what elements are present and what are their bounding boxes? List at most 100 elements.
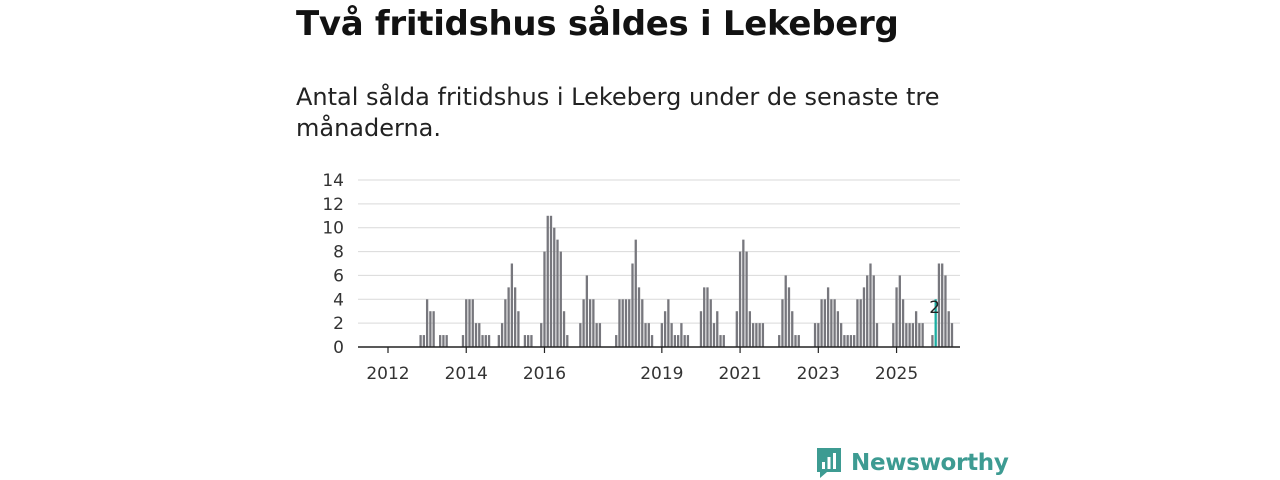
bar <box>586 275 588 347</box>
y-tick-label: 0 <box>333 338 344 358</box>
x-axis-ticks: 2012 2014 2016 2019 2021 2023 2025 <box>366 347 918 384</box>
bar <box>912 323 914 347</box>
bar <box>478 323 480 347</box>
bar <box>902 299 904 347</box>
bar <box>814 323 816 347</box>
bar <box>755 323 757 347</box>
bar <box>651 335 653 347</box>
bar <box>833 299 835 347</box>
bar <box>638 287 640 347</box>
bar <box>948 311 950 347</box>
bar <box>426 299 428 347</box>
bar <box>850 335 852 347</box>
bar <box>507 287 509 347</box>
bar <box>599 323 601 347</box>
bar <box>579 323 581 347</box>
x-tick-label: 2014 <box>445 364 488 384</box>
bar <box>758 323 760 347</box>
bar <box>644 323 646 347</box>
bars <box>419 216 953 347</box>
bar <box>856 299 858 347</box>
bar <box>556 240 558 347</box>
bar <box>853 335 855 347</box>
x-tick-label: 2016 <box>523 364 566 384</box>
bar <box>481 335 483 347</box>
bar <box>745 252 747 347</box>
bar <box>547 216 549 347</box>
bar <box>550 216 552 347</box>
newsworthy-logo: Newsworthy <box>815 446 1009 480</box>
newsworthy-logo-icon <box>815 446 843 480</box>
bar <box>788 287 790 347</box>
bar <box>908 323 910 347</box>
bar <box>791 311 793 347</box>
y-tick-label: 2 <box>333 314 344 334</box>
bar <box>827 287 829 347</box>
bar <box>723 335 725 347</box>
y-tick-label: 6 <box>333 266 344 286</box>
y-tick-label: 12 <box>322 195 344 215</box>
bar <box>860 299 862 347</box>
bar <box>635 240 637 347</box>
x-tick-label: 2023 <box>797 364 840 384</box>
bar <box>446 335 448 347</box>
bar <box>641 299 643 347</box>
bar <box>504 299 506 347</box>
bar <box>670 323 672 347</box>
y-tick-label: 14 <box>322 171 344 191</box>
y-tick-label: 10 <box>322 219 344 239</box>
bar <box>944 275 946 347</box>
bar <box>710 299 712 347</box>
bar <box>514 287 516 347</box>
bar <box>530 335 532 347</box>
bar <box>677 335 679 347</box>
bar <box>429 311 431 347</box>
bar <box>706 287 708 347</box>
bar <box>442 335 444 347</box>
bar <box>899 275 901 347</box>
brand-name: Newsworthy <box>851 450 1009 476</box>
bar <box>843 335 845 347</box>
bar <box>540 323 542 347</box>
bar <box>847 335 849 347</box>
bar <box>876 323 878 347</box>
data-label-latest: 2 <box>929 298 940 318</box>
bar <box>785 275 787 347</box>
bar <box>423 335 425 347</box>
bar <box>703 287 705 347</box>
bar <box>511 264 513 348</box>
bar <box>625 299 627 347</box>
bar <box>781 299 783 347</box>
bar <box>595 323 597 347</box>
bar <box>618 299 620 347</box>
bar <box>687 335 689 347</box>
bar <box>915 311 917 347</box>
bar <box>628 299 630 347</box>
bar <box>951 323 953 347</box>
bar <box>941 264 943 348</box>
bar <box>742 240 744 347</box>
bar <box>517 311 519 347</box>
bar <box>719 335 721 347</box>
bar <box>713 323 715 347</box>
bar <box>700 311 702 347</box>
bar <box>501 323 503 347</box>
bar <box>553 228 555 347</box>
bar <box>589 299 591 347</box>
bar <box>895 287 897 347</box>
bar <box>498 335 500 347</box>
bar <box>661 323 663 347</box>
bar <box>863 287 865 347</box>
bar <box>684 335 686 347</box>
bar <box>615 335 617 347</box>
bar <box>918 323 920 347</box>
bar <box>798 335 800 347</box>
x-tick-label: 2021 <box>718 364 761 384</box>
bar <box>582 299 584 347</box>
y-tick-label: 4 <box>333 290 344 310</box>
bar <box>921 323 923 347</box>
x-tick-label: 2019 <box>640 364 683 384</box>
bar <box>905 323 907 347</box>
bar <box>439 335 441 347</box>
bar <box>488 335 490 347</box>
